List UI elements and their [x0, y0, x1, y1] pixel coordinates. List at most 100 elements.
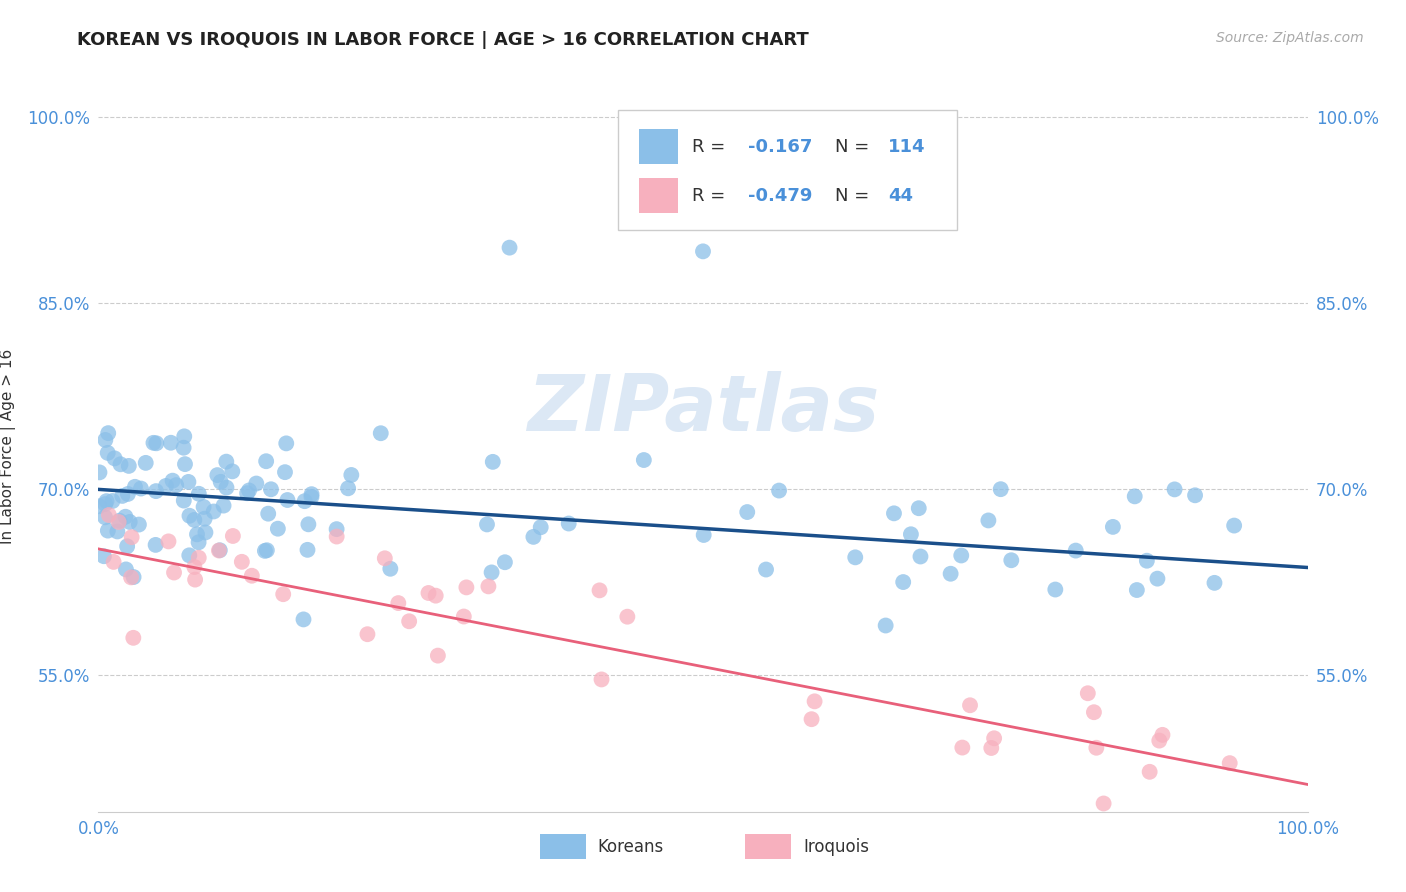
Text: N =: N =: [835, 186, 875, 205]
Bar: [745, 834, 792, 859]
Point: [977, 513, 1000, 527]
Point: [187, 487, 209, 501]
Point: [207, 468, 229, 483]
Point: [950, 549, 973, 563]
Point: [325, 530, 347, 544]
Point: [1163, 483, 1185, 497]
Point: [418, 586, 440, 600]
Point: [844, 550, 866, 565]
Point: [557, 516, 579, 531]
Point: [163, 566, 186, 580]
Point: [1102, 520, 1125, 534]
Point: [115, 539, 138, 553]
Point: [194, 511, 217, 525]
Point: [212, 499, 235, 513]
Point: [145, 538, 167, 552]
Text: 114: 114: [889, 138, 925, 156]
Point: [142, 435, 165, 450]
Point: [297, 517, 319, 532]
Text: Koreans: Koreans: [598, 838, 664, 855]
Text: -0.479: -0.479: [748, 186, 813, 205]
Point: [274, 465, 297, 479]
Point: [481, 566, 503, 580]
Point: [768, 483, 790, 498]
Point: [1204, 575, 1226, 590]
Point: [221, 464, 243, 478]
Point: [118, 515, 141, 529]
Point: [96, 494, 118, 508]
Point: [939, 566, 962, 581]
Point: [111, 489, 134, 503]
Point: [900, 527, 922, 541]
Point: [1219, 756, 1241, 771]
Point: [122, 570, 145, 584]
Point: [301, 490, 323, 504]
Point: [633, 453, 655, 467]
Point: [177, 475, 200, 489]
Point: [173, 441, 195, 455]
Point: [983, 731, 1005, 746]
Point: [135, 456, 157, 470]
Point: [456, 581, 478, 595]
Point: [990, 482, 1012, 496]
Point: [1000, 553, 1022, 567]
Point: [398, 614, 420, 628]
Point: [735, 505, 758, 519]
Point: [93, 549, 115, 564]
Point: [105, 524, 128, 539]
Point: [910, 549, 932, 564]
Point: [477, 579, 499, 593]
Text: ZIPatlas: ZIPatlas: [527, 371, 879, 448]
Point: [231, 555, 253, 569]
FancyBboxPatch shape: [619, 110, 957, 230]
Point: [254, 454, 277, 468]
Point: [475, 517, 498, 532]
Point: [179, 508, 201, 523]
Point: [1077, 686, 1099, 700]
Point: [236, 486, 259, 500]
Point: [174, 457, 197, 471]
Point: [108, 514, 131, 528]
Point: [97, 426, 120, 441]
Point: [980, 741, 1002, 756]
Point: [222, 529, 245, 543]
Point: [1092, 797, 1115, 811]
Point: [1078, 818, 1101, 832]
Point: [271, 587, 294, 601]
Point: [208, 543, 231, 558]
Point: [187, 550, 209, 565]
Text: N =: N =: [835, 138, 875, 156]
Point: [173, 429, 195, 443]
Point: [245, 476, 267, 491]
Point: [162, 474, 184, 488]
Point: [145, 484, 167, 499]
Point: [183, 513, 205, 527]
Point: [87, 500, 110, 514]
Point: [115, 562, 138, 576]
Point: [297, 542, 319, 557]
Point: [325, 522, 347, 536]
Point: [426, 648, 449, 663]
Point: [208, 543, 231, 558]
Point: [891, 575, 914, 590]
Point: [160, 435, 183, 450]
Point: [1152, 728, 1174, 742]
Point: [165, 478, 187, 492]
Bar: [540, 834, 586, 859]
Point: [1146, 572, 1168, 586]
Point: [202, 504, 225, 518]
Bar: [638, 178, 678, 213]
Point: [103, 451, 125, 466]
Text: -0.167: -0.167: [748, 138, 813, 156]
Point: [1139, 764, 1161, 779]
Text: Source: ZipAtlas.com: Source: ZipAtlas.com: [1216, 31, 1364, 45]
Text: R =: R =: [692, 138, 731, 156]
Point: [117, 487, 139, 501]
Point: [118, 458, 141, 473]
Point: [481, 455, 503, 469]
Point: [875, 618, 897, 632]
Point: [356, 627, 378, 641]
Point: [276, 436, 298, 450]
Point: [1083, 705, 1105, 719]
Text: 44: 44: [889, 186, 912, 205]
